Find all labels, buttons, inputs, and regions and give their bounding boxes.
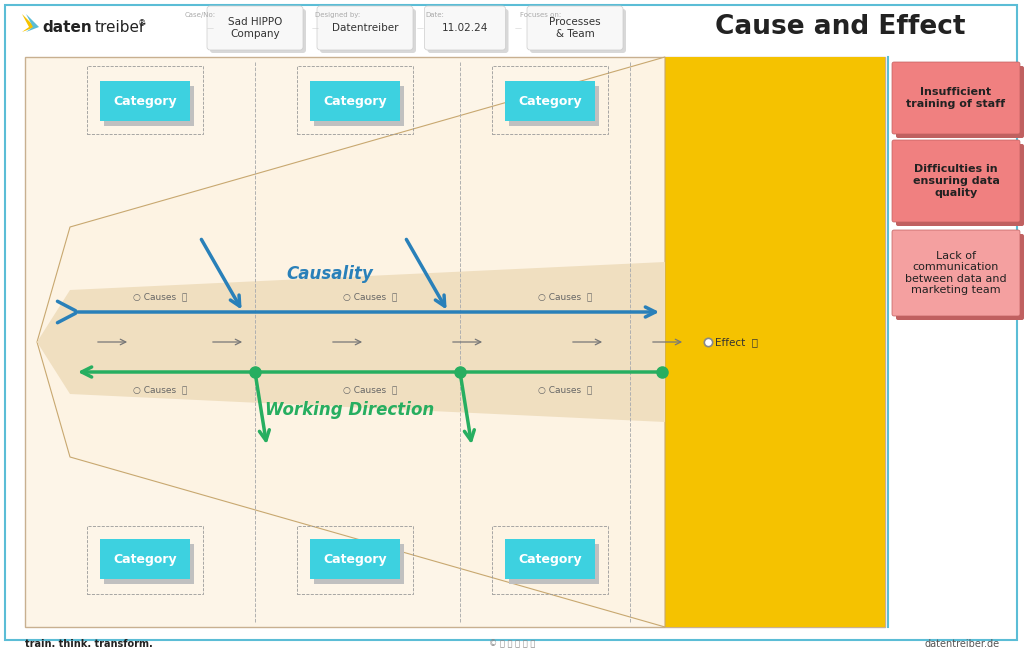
Text: Effect  🎯: Effect 🎯 bbox=[715, 337, 758, 347]
Text: Date:: Date: bbox=[425, 12, 443, 18]
Text: Category: Category bbox=[518, 553, 582, 565]
FancyBboxPatch shape bbox=[527, 6, 623, 50]
Text: 11.02.24: 11.02.24 bbox=[441, 23, 488, 33]
Text: Working Direction: Working Direction bbox=[265, 401, 434, 419]
FancyBboxPatch shape bbox=[5, 5, 1017, 640]
Text: Case/No:: Case/No: bbox=[185, 12, 216, 18]
Text: © ⓒ ⓒ ⓒ ⓒ ⓒ: © ⓒ ⓒ ⓒ ⓒ ⓒ bbox=[488, 639, 536, 649]
FancyBboxPatch shape bbox=[505, 81, 595, 121]
Bar bbox=[87, 526, 203, 594]
Text: datentreiber.de: datentreiber.de bbox=[925, 639, 1000, 649]
Text: Category: Category bbox=[324, 553, 387, 565]
Text: ○ Causes  🖊: ○ Causes 🖊 bbox=[133, 293, 187, 301]
Text: train. think. transform.: train. think. transform. bbox=[25, 639, 153, 649]
Text: Insufficient
training of staff: Insufficient training of staff bbox=[906, 87, 1006, 109]
Text: —: — bbox=[311, 25, 318, 31]
Text: ○ Causes  🖊: ○ Causes 🖊 bbox=[343, 385, 397, 395]
Text: Datentreiber: Datentreiber bbox=[332, 23, 398, 33]
Text: Designed by:: Designed by: bbox=[315, 12, 360, 18]
Text: Processes
& Team: Processes & Team bbox=[549, 17, 601, 39]
FancyBboxPatch shape bbox=[25, 57, 885, 627]
Polygon shape bbox=[22, 14, 35, 32]
Text: ○ Causes  🖊: ○ Causes 🖊 bbox=[133, 385, 187, 395]
FancyBboxPatch shape bbox=[896, 144, 1024, 226]
FancyBboxPatch shape bbox=[104, 86, 194, 126]
Bar bbox=[87, 66, 203, 134]
Bar bbox=[492, 66, 608, 134]
Text: —: — bbox=[207, 25, 213, 31]
Text: Category: Category bbox=[114, 95, 177, 107]
Text: daten: daten bbox=[42, 19, 92, 34]
Text: ○ Causes  🖊: ○ Causes 🖊 bbox=[538, 293, 592, 301]
FancyBboxPatch shape bbox=[892, 230, 1020, 316]
FancyBboxPatch shape bbox=[509, 86, 599, 126]
Text: Lack of
communication
between data and
marketing team: Lack of communication between data and m… bbox=[905, 251, 1007, 295]
Text: Cause and Effect: Cause and Effect bbox=[715, 14, 966, 40]
FancyBboxPatch shape bbox=[427, 9, 509, 53]
Polygon shape bbox=[26, 14, 39, 32]
FancyBboxPatch shape bbox=[210, 9, 306, 53]
FancyBboxPatch shape bbox=[314, 544, 404, 584]
Text: —: — bbox=[417, 25, 424, 31]
FancyBboxPatch shape bbox=[319, 9, 416, 53]
Text: treiber: treiber bbox=[95, 19, 146, 34]
FancyBboxPatch shape bbox=[425, 6, 506, 50]
FancyBboxPatch shape bbox=[892, 62, 1020, 134]
Text: —: — bbox=[514, 25, 521, 31]
FancyBboxPatch shape bbox=[100, 81, 190, 121]
Bar bbox=[297, 66, 413, 134]
Text: Category: Category bbox=[518, 95, 582, 107]
Text: Difficulties in
ensuring data
quality: Difficulties in ensuring data quality bbox=[912, 164, 999, 197]
FancyBboxPatch shape bbox=[509, 544, 599, 584]
Polygon shape bbox=[37, 57, 665, 627]
Text: ○ Causes  🖊: ○ Causes 🖊 bbox=[343, 293, 397, 301]
FancyBboxPatch shape bbox=[896, 66, 1024, 138]
FancyBboxPatch shape bbox=[314, 86, 404, 126]
Text: ○ Causes  🖊: ○ Causes 🖊 bbox=[538, 385, 592, 395]
Text: Focuses on:: Focuses on: bbox=[520, 12, 561, 18]
FancyBboxPatch shape bbox=[207, 6, 303, 50]
Text: Category: Category bbox=[324, 95, 387, 107]
FancyBboxPatch shape bbox=[104, 544, 194, 584]
FancyBboxPatch shape bbox=[310, 81, 400, 121]
Polygon shape bbox=[37, 262, 665, 422]
FancyBboxPatch shape bbox=[896, 234, 1024, 320]
FancyBboxPatch shape bbox=[665, 57, 885, 627]
FancyBboxPatch shape bbox=[100, 539, 190, 579]
Text: Causality: Causality bbox=[287, 265, 374, 283]
FancyBboxPatch shape bbox=[317, 6, 413, 50]
FancyBboxPatch shape bbox=[892, 140, 1020, 222]
Text: ®: ® bbox=[138, 19, 146, 28]
FancyBboxPatch shape bbox=[310, 539, 400, 579]
FancyBboxPatch shape bbox=[505, 539, 595, 579]
Text: Sad HIPPO
Company: Sad HIPPO Company bbox=[227, 17, 283, 39]
FancyBboxPatch shape bbox=[530, 9, 626, 53]
Text: Category: Category bbox=[114, 553, 177, 565]
Bar bbox=[492, 526, 608, 594]
Bar bbox=[297, 526, 413, 594]
